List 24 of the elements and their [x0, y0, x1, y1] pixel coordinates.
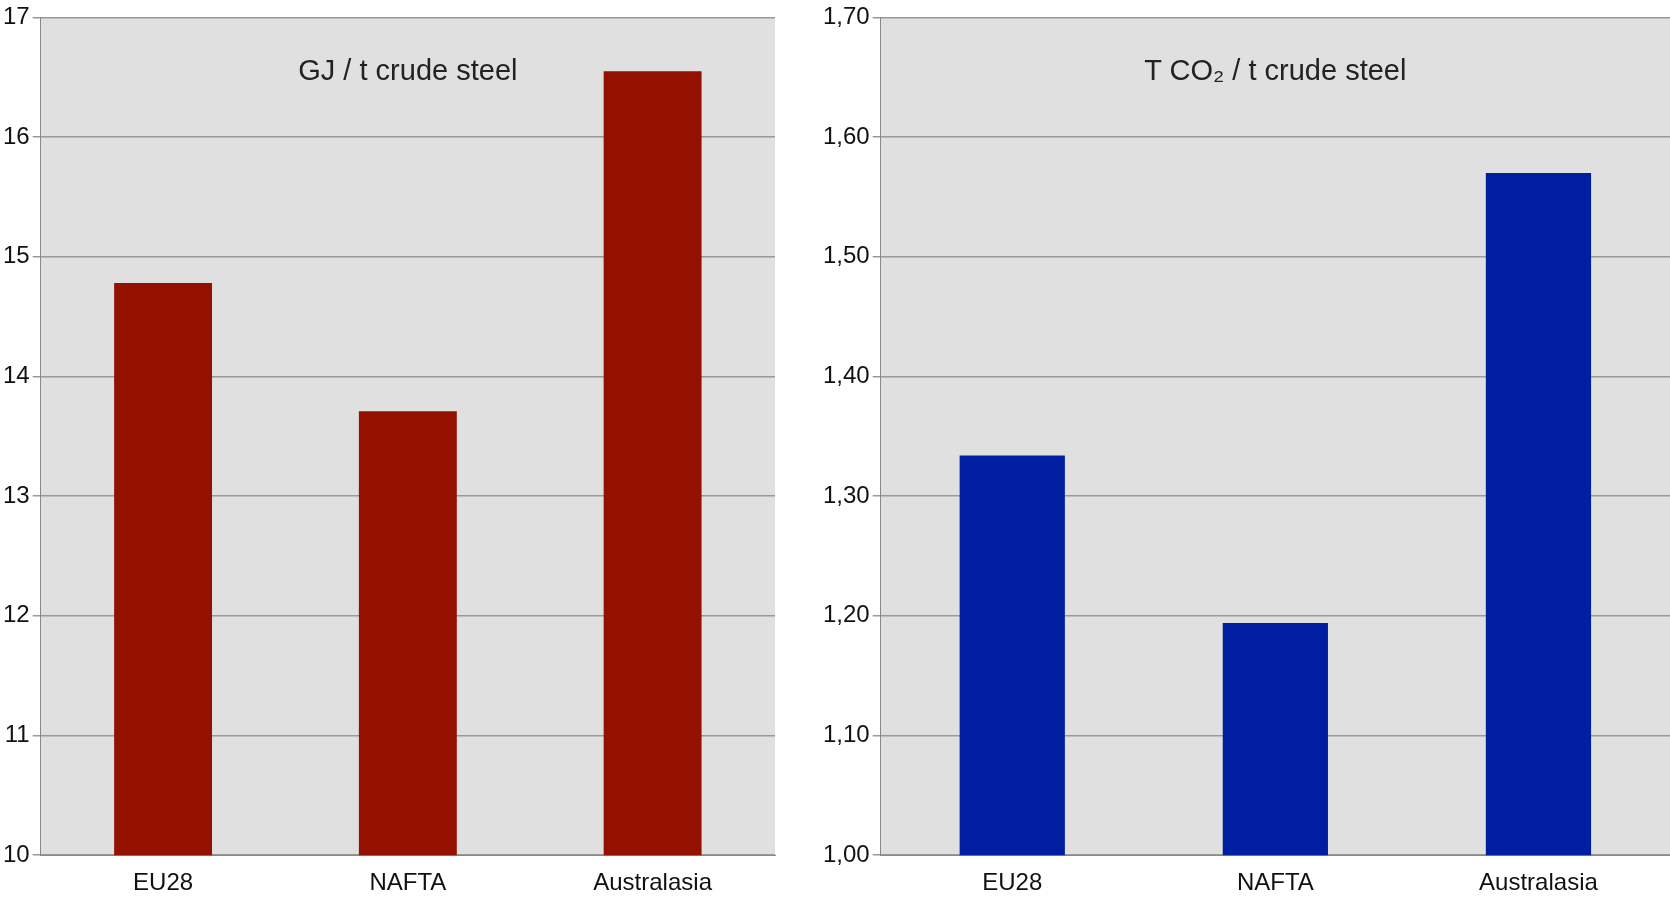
text: T CO₂ / t crude steel — [1144, 54, 1407, 87]
y-tick-label: 15 — [2, 241, 30, 269]
y-tick-label: 1,10 — [822, 720, 870, 748]
y-tick-label: 17 — [2, 2, 30, 30]
y-tick-label: 1,00 — [822, 839, 870, 867]
y-tick-label: 16 — [2, 121, 30, 149]
x-tick-label: Australasia — [1479, 868, 1599, 896]
x-tick-label: EU28 — [982, 868, 1043, 896]
y-tick-label: 1,20 — [822, 600, 870, 628]
x-tick-label: NAFTA — [1236, 868, 1314, 896]
y-tick-label: 1,30 — [822, 480, 870, 508]
x-tick-label: Australasia — [593, 868, 713, 896]
x-tick-label: EU28 — [133, 868, 194, 896]
text: GJ / t crude steel — [298, 54, 518, 87]
y-tick-label: 10 — [2, 839, 30, 867]
y-tick-label: 14 — [2, 361, 30, 389]
y-tick-label: 1,60 — [822, 121, 870, 149]
y-tick-label: 1,40 — [822, 361, 870, 389]
y-tick-label: 1,70 — [822, 2, 870, 30]
y-tick-label: 12 — [2, 600, 30, 628]
y-tick-label: 1,50 — [822, 241, 870, 269]
x-tick-label: NAFTA — [369, 868, 447, 896]
y-tick-label: 13 — [2, 480, 30, 508]
y-tick-label: 11 — [4, 720, 30, 748]
